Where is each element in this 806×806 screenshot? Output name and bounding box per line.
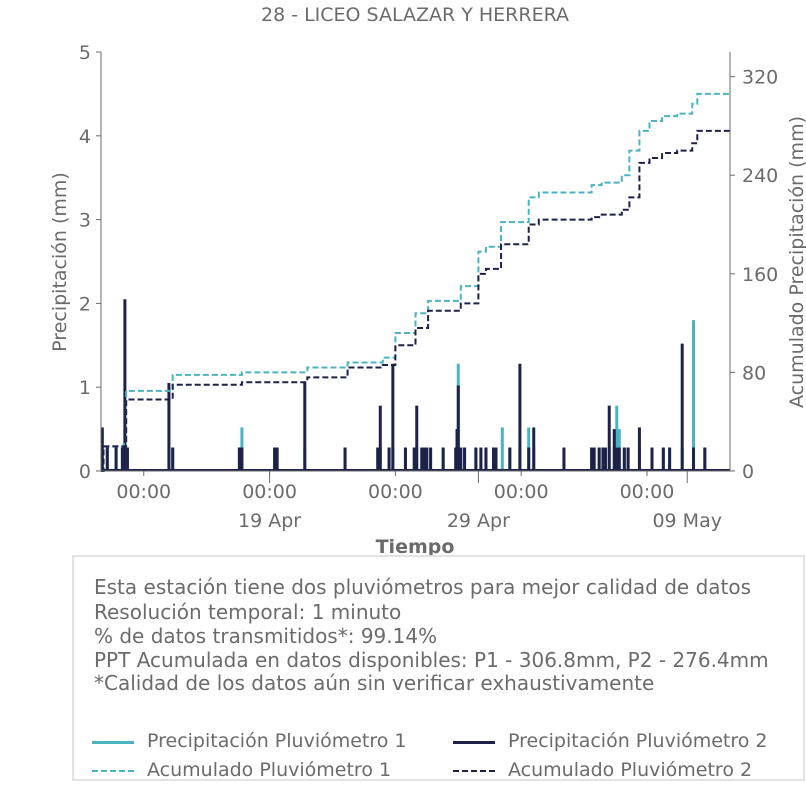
x-tick-time-3: 00:00 [494,481,549,503]
x-tick-time-4: 00:00 [620,481,675,503]
x-tick-date-1: 29 Apr [447,510,510,532]
info-line-quality: *Calidad de los datos aún sin verificar … [94,671,655,695]
info-line-stations: Esta estación tiene dos pluviómetros par… [94,575,752,599]
legend-label-p1-acum: Acumulado Pluviómetro 1 [147,759,392,781]
y-left-tick-label-1: 1 [79,377,91,399]
chart: 28 - LICEO SALAZAR Y HERRERA 0 1 2 3 4 5 0 80 16… [49,4,806,558]
y-left-tick-label-5: 5 [79,42,91,64]
x-tick-time-1: 00:00 [242,481,297,503]
x-tick-date-0: 19 Apr [238,510,301,532]
x-tick-date-2: 09 May [652,510,722,532]
legend-label-p1-precip: Precipitación Pluviómetro 1 [147,730,407,752]
y-right-tick-label-0: 0 [742,461,754,483]
y-left-tick-label-4: 4 [79,126,91,148]
accum-line-1 [101,92,731,472]
x-axis-label: Tiempo [376,536,455,558]
y-axis-right-label: Acumulado Precipitación (mm) [786,116,806,408]
y-right-tick-label-4: 320 [742,67,778,89]
x-tick-time-2: 00:00 [368,481,423,503]
accum-line-2 [101,129,731,472]
y-left-tick-label-0: 0 [79,461,91,483]
y-right-tick-label-3: 240 [742,165,778,187]
legend-swatch-p1-precip [92,741,134,744]
y-right-tick-label-2: 160 [742,264,778,286]
legend-swatch-p2-acum [453,770,495,772]
y-left-tick-label-3: 3 [79,210,91,232]
info-line-transmitted: % de datos transmitidos*: 99.14% [94,624,438,648]
legend-swatch-p1-acum [92,770,134,772]
x-tick-time-0: 00:00 [116,481,171,503]
info-line-accumulated: PPT Acumulada en datos disponibles: P1 -… [94,648,769,672]
y-left-tick-label-2: 2 [79,293,91,315]
y-axis-left-label: Precipitación (mm) [49,172,71,352]
info-line-resolution: Resolución temporal: 1 minuto [94,600,402,624]
chart-title: 28 - LICEO SALAZAR Y HERRERA [261,4,569,26]
y-right-tick-label-1: 80 [742,362,766,384]
plot-area [100,92,731,472]
info-box: Esta estación tiene dos pluviómetros par… [72,555,805,781]
legend-label-p2-precip: Precipitación Pluviómetro 2 [508,730,768,752]
legend-label-p2-acum: Acumulado Pluviómetro 2 [508,759,753,781]
axes: 0 1 2 3 4 5 0 80 160 240 320 00:00 00:00 00:00 00:00 00… [79,42,778,532]
legend-swatch-p2-precip [453,741,495,744]
